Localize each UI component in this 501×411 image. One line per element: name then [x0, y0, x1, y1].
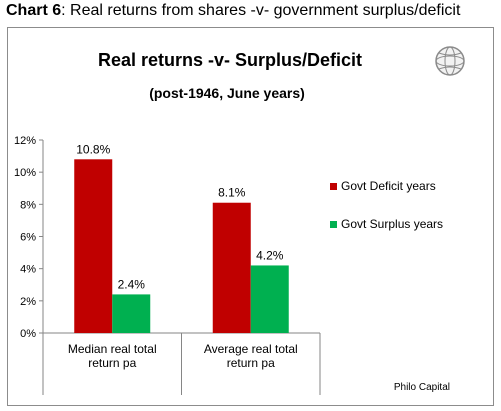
bar	[212, 202, 251, 333]
chart-axes: 0%2%4%6%8%10%12%Median real totalreturn …	[14, 135, 321, 395]
bar	[112, 294, 151, 333]
chart-subtitle: (post-1946, June years)	[149, 85, 305, 101]
category-label: Average real total	[204, 342, 298, 356]
chart-caption-text: : Real returns from shares -v- governmen…	[61, 2, 461, 19]
legend-label: Govt Surplus years	[341, 217, 443, 231]
chart-caption-number: Chart 6	[6, 2, 62, 19]
y-tick-label: 12%	[14, 135, 36, 147]
category-label: return pa	[88, 356, 136, 370]
y-tick-label: 8%	[20, 199, 36, 211]
chart-bars: 10.8% 2.4% 8.1% 4.2%	[74, 142, 289, 333]
bar	[250, 265, 289, 333]
data-label: 8.1%	[218, 186, 246, 200]
y-tick-label: 2%	[20, 296, 36, 308]
y-tick-label: 4%	[20, 264, 36, 276]
y-tick-label: 6%	[20, 232, 36, 244]
bar	[74, 159, 113, 333]
category-label: return pa	[227, 356, 275, 370]
data-label: 2.4%	[118, 277, 146, 291]
legend-label: Govt Deficit years	[341, 179, 436, 193]
category-label: Median real total	[68, 342, 157, 356]
chart-caption: Chart 6: Real returns from shares -v- go…	[6, 2, 460, 20]
legend-swatch	[330, 221, 337, 228]
data-label: 4.2%	[256, 248, 284, 262]
globe-logo-icon	[435, 46, 465, 76]
y-tick-label: 0%	[20, 328, 36, 340]
data-label: 10.8%	[76, 142, 110, 156]
chart-title: Real returns -v- Surplus/Deficit	[98, 50, 362, 70]
y-tick-label: 10%	[14, 167, 36, 179]
chart-legend: Govt Deficit years Govt Surplus years	[330, 179, 443, 231]
legend-swatch	[330, 183, 337, 190]
source-label: Philo Capital	[394, 382, 450, 393]
